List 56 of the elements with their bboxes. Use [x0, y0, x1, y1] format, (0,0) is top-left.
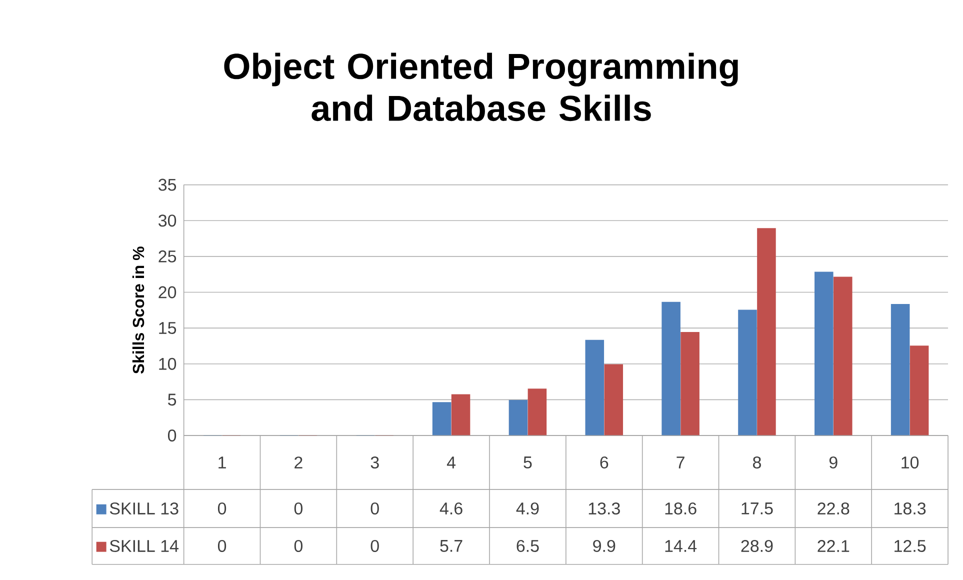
bar — [451, 394, 470, 436]
y-tick-label: 5 — [168, 394, 176, 406]
x-tick-label: 1 — [218, 456, 226, 468]
y-tick-label: 10 — [159, 358, 176, 370]
y-axis-title: Skills Score in % — [132, 246, 144, 374]
bar — [834, 276, 852, 436]
data-label: 17.5 — [742, 502, 773, 514]
x-tick-label: 4 — [446, 456, 456, 468]
x-tick-label: 2 — [294, 456, 302, 468]
x-tick-label: 9 — [829, 456, 838, 468]
data-label: 12.5 — [894, 540, 926, 552]
data-label: 14.4 — [665, 540, 697, 552]
data-label: 18.3 — [894, 502, 926, 514]
bar — [738, 310, 757, 436]
bar — [680, 332, 700, 436]
bar — [890, 304, 910, 436]
bar — [585, 340, 604, 436]
data-label: 18.6 — [665, 502, 696, 514]
bar — [604, 364, 624, 436]
data-label: 28.9 — [741, 540, 773, 552]
data-label: 4.9 — [516, 502, 539, 514]
x-tick-label: 7 — [676, 456, 684, 468]
data-label: 5.7 — [440, 540, 462, 552]
y-tick-label: 30 — [158, 214, 176, 226]
data-label: 22.8 — [818, 502, 850, 514]
chart-title: Object Oriented Programming and Database Skills — [224, 52, 738, 121]
data-label: 0 — [218, 540, 226, 552]
bar — [910, 345, 929, 436]
data-label: 9.9 — [593, 540, 616, 552]
data-label: 0 — [294, 540, 302, 552]
y-tick-label: 20 — [158, 286, 176, 298]
bar — [528, 388, 547, 436]
data-label: 0 — [370, 540, 379, 552]
data-label: 22.1 — [818, 540, 850, 552]
y-tick-label: 25 — [158, 250, 176, 262]
bar — [432, 402, 452, 436]
bar — [662, 302, 680, 436]
bar — [757, 228, 776, 436]
y-tick-label: 35 — [158, 178, 176, 191]
bar — [814, 272, 834, 436]
y-tick-label: 0 — [168, 429, 176, 442]
x-tick-label: 5 — [524, 456, 532, 468]
y-tick-label: 15 — [159, 322, 176, 334]
data-label: 4.6 — [440, 502, 462, 514]
bar — [508, 400, 528, 436]
x-tick-label: 3 — [370, 456, 379, 468]
data-label: 0 — [294, 502, 302, 514]
x-tick-label: 8 — [753, 456, 761, 468]
x-tick-label: 10 — [902, 456, 919, 468]
data-label: 0 — [370, 502, 379, 514]
legend-label: SKILL 14 — [110, 540, 179, 552]
data-label: 0 — [218, 502, 226, 514]
data-label: 13.3 — [588, 502, 620, 514]
x-tick-label: 6 — [600, 456, 608, 468]
legend-label: SKILL 13 — [110, 502, 178, 514]
data-label: 6.5 — [516, 540, 539, 552]
